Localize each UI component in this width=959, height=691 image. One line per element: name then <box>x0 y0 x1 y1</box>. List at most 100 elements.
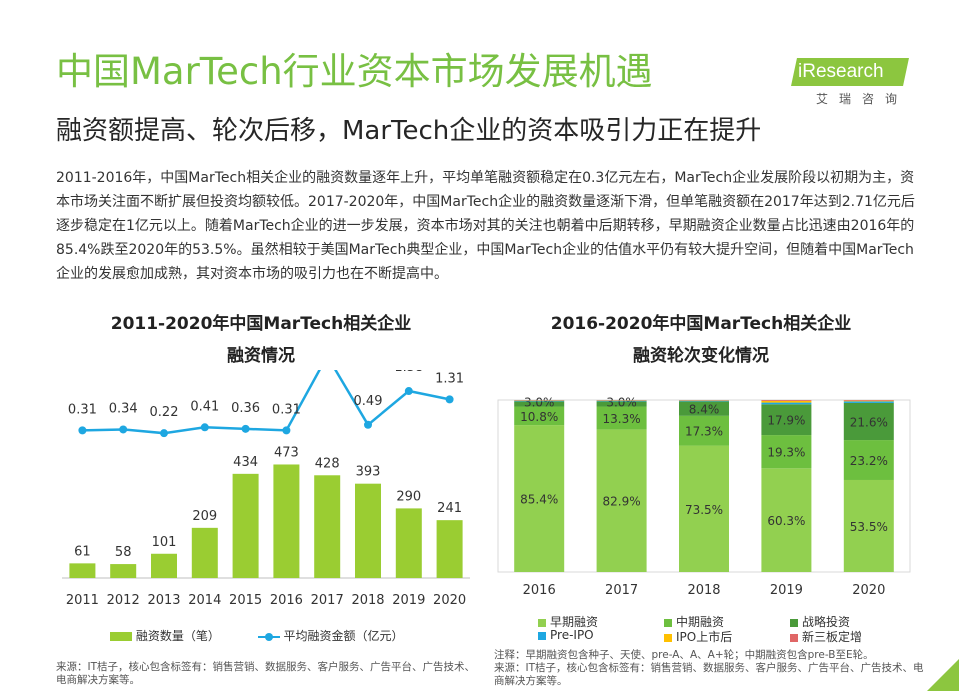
right-chart-title: 2016-2020年中国MarTech相关企业 融资轮次变化情况 <box>496 312 906 368</box>
bar-label-2014: 209 <box>192 509 217 524</box>
stack-label-2016-1: 10.8% <box>520 410 558 424</box>
legend-label-4: IPO上市后 <box>676 630 732 644</box>
stack-2020-3 <box>844 401 894 403</box>
legend-line-swatch <box>258 636 280 638</box>
stack-2017-3 <box>597 401 647 402</box>
body-paragraph: 2011-2016年，中国MarTech相关企业的融资数量逐年上升，平均单笔融资… <box>56 166 916 286</box>
x-tick-2020: 2020 <box>852 583 885 598</box>
line-label-2015: 0.36 <box>231 401 260 416</box>
bar-2020 <box>437 520 463 578</box>
stack-2020-4 <box>844 401 894 402</box>
legend-item-3: Pre-IPO <box>538 628 594 642</box>
left-chart-title: 2011-2020年中国MarTech相关企业 融资情况 <box>56 312 466 368</box>
legend-bar-swatch <box>110 632 132 641</box>
iresearch-logo: iResearch 艾瑞咨询 <box>794 50 914 110</box>
legend-swatch-3 <box>538 632 546 640</box>
line-label-2011: 0.31 <box>68 402 97 417</box>
legend-label-1: 中期融资 <box>676 615 724 629</box>
stack-label-2020-0: 53.5% <box>850 520 888 534</box>
x-tick-2019: 2019 <box>392 593 425 608</box>
x-tick-2012: 2012 <box>107 593 140 608</box>
x-tick-2019: 2019 <box>770 583 803 598</box>
stack-2019-4 <box>761 401 811 403</box>
bar-label-2011: 61 <box>74 544 91 559</box>
line-label-2018: 0.49 <box>354 394 383 409</box>
stack-2019-5 <box>761 400 811 401</box>
line-point-2018 <box>364 421 372 429</box>
line-point-2016 <box>282 426 290 434</box>
left-chart-title-line2: 融资情况 <box>56 344 466 368</box>
stack-label-2017-0: 82.9% <box>603 495 641 509</box>
bar-2015 <box>233 474 259 578</box>
stack-2018-3 <box>679 401 729 402</box>
stack-label-2017-2: 3.0% <box>606 395 637 409</box>
stack-label-2020-1: 23.2% <box>850 454 888 468</box>
line-point-2019 <box>405 387 413 395</box>
left-source: 来源：IT桔子，核心包含标签有：销售营销、数据服务、客户服务、广告平台、广告技术… <box>56 661 476 687</box>
logo-text: iResearch <box>798 58 908 86</box>
x-tick-2011: 2011 <box>66 593 99 608</box>
line-point-2020 <box>446 395 454 403</box>
x-tick-2015: 2015 <box>229 593 262 608</box>
line-label-2016: 0.31 <box>272 402 301 417</box>
stack-label-2018-1: 17.3% <box>685 425 723 439</box>
legend-swatch-4 <box>664 634 672 642</box>
x-tick-2013: 2013 <box>147 593 180 608</box>
right-chart: 85.4%10.8%3.0%201682.9%13.3%3.0%201773.5… <box>490 392 920 610</box>
line-label-2019: 1.58 <box>394 370 423 375</box>
bar-label-2013: 101 <box>152 535 177 550</box>
right-note-text: 注释：早期融资包含种子、天使、pre-A、A、A+轮；中期融资包含pre-B至E… <box>494 649 924 662</box>
bar-label-2016: 473 <box>274 445 299 460</box>
line-point-2015 <box>242 425 250 433</box>
bar-2011 <box>69 563 95 578</box>
x-tick-2016: 2016 <box>523 583 556 598</box>
right-source-text: 来源：IT桔子，核心包含标签有：销售营销、数据服务、客户服务、广告平台、广告技术… <box>494 662 924 688</box>
right-chart-title-line2: 融资轮次变化情况 <box>496 344 906 368</box>
page-title: 中国MarTech行业资本市场发展机遇 <box>56 52 653 93</box>
stack-2020-5 <box>844 400 894 401</box>
legend-swatch-1 <box>664 619 672 627</box>
line-label-2012: 0.34 <box>109 401 138 416</box>
bar-label-2019: 290 <box>396 489 421 504</box>
x-tick-2016: 2016 <box>270 593 303 608</box>
stack-2019-3 <box>761 403 811 405</box>
stack-2016-3 <box>514 401 564 402</box>
bar-2018 <box>355 484 381 578</box>
right-chart-note: 注释：早期融资包含种子、天使、pre-A、A、A+轮；中期融资包含pre-B至E… <box>494 649 924 688</box>
legend-item-5: 新三板定增 <box>790 628 862 645</box>
line-label-2020: 1.31 <box>435 371 464 386</box>
corner-decoration <box>927 659 959 691</box>
legend-swatch-0 <box>538 619 546 627</box>
page-subtitle: 融资额提高、轮次后移，MarTech企业的资本吸引力正在提升 <box>56 116 761 147</box>
line-label-2013: 0.22 <box>150 405 179 420</box>
bar-2016 <box>273 464 299 578</box>
left-legend: 融资数量（笔） 平均融资金额（亿元） <box>110 627 404 644</box>
line-point-2011 <box>78 426 86 434</box>
line-point-2014 <box>201 423 209 431</box>
x-tick-2014: 2014 <box>188 593 221 608</box>
logo-subtext: 艾瑞咨询 <box>816 90 908 107</box>
stack-label-2016-2: 3.0% <box>524 395 555 409</box>
legend-label-3: Pre-IPO <box>550 628 594 642</box>
stack-label-2019-0: 60.3% <box>767 514 805 528</box>
line-point-2012 <box>119 425 127 433</box>
bar-label-2015: 434 <box>233 455 258 470</box>
stack-label-2017-1: 13.3% <box>603 412 641 426</box>
stack-label-2020-2: 21.6% <box>850 416 888 430</box>
bar-2019 <box>396 508 422 578</box>
bar-label-2012: 58 <box>115 545 132 560</box>
line-label-2014: 0.41 <box>190 399 219 414</box>
legend-label-0: 早期融资 <box>550 615 598 629</box>
bar-label-2020: 241 <box>437 501 462 516</box>
bar-label-2018: 393 <box>356 465 381 480</box>
legend-swatch-2 <box>790 619 798 627</box>
line-point-2013 <box>160 429 168 437</box>
left-chart: 61 2011 58 2012 101 2013 209 2014 434 2015 473 2016… <box>56 370 476 618</box>
bar-2014 <box>192 528 218 578</box>
right-chart-title-line1: 2016-2020年中国MarTech相关企业 <box>496 312 906 336</box>
bar-2017 <box>314 475 340 578</box>
left-chart-title-line1: 2011-2020年中国MarTech相关企业 <box>56 312 466 336</box>
stack-label-2018-0: 73.5% <box>685 503 723 517</box>
x-tick-2018: 2018 <box>687 583 720 598</box>
stack-label-2019-1: 19.3% <box>767 446 805 460</box>
